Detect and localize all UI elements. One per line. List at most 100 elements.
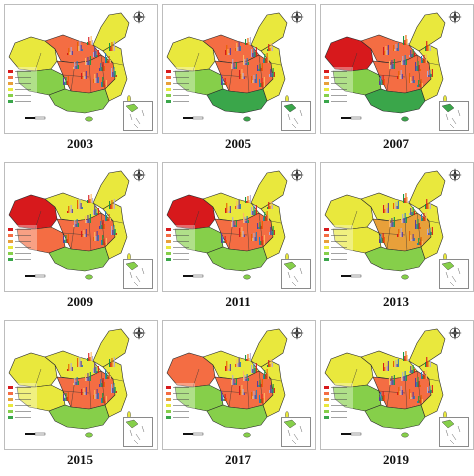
province-bar-chart (231, 217, 237, 227)
province-bar-chart (101, 393, 107, 403)
province-bar-chart (235, 200, 241, 209)
province-bar-chart (383, 45, 389, 55)
province-bar-chart (389, 217, 395, 227)
region-south (206, 246, 268, 272)
province-bar-chart (99, 220, 105, 229)
scale-bar (341, 274, 362, 278)
province-bar-chart (383, 361, 389, 371)
province-bar-chart (269, 68, 275, 77)
province-bar-chart (263, 211, 269, 221)
year-label: 2003 (67, 136, 93, 151)
province-bar-chart (257, 63, 263, 71)
china-map (165, 170, 289, 280)
china-map (165, 328, 289, 438)
province-bar-chart (251, 363, 257, 373)
province-bar-chart (379, 233, 385, 243)
province-bar-chart (397, 386, 403, 395)
north-arrow-icon (132, 168, 146, 182)
province-bar-chart (425, 199, 431, 209)
province-bar-chart (243, 371, 249, 381)
china-map (323, 170, 447, 280)
province-bar-chart (77, 199, 83, 209)
south-china-sea-inset (281, 259, 311, 289)
province-bar-chart (101, 77, 107, 87)
scale-bar (25, 274, 46, 278)
province-bar-chart (239, 69, 245, 79)
province-bar-chart (415, 219, 421, 229)
map-panel: 2011 (160, 160, 316, 318)
province-bar-chart (251, 74, 257, 83)
province-bar-chart (251, 390, 257, 399)
province-bar-chart (409, 73, 415, 83)
province-bar-chart (225, 45, 231, 55)
province-bar-chart (401, 213, 407, 223)
province-bar-chart (409, 365, 415, 373)
south-china-sea-inset (281, 417, 311, 447)
province-bar-chart (99, 62, 105, 71)
province-bar-chart (87, 36, 93, 45)
province-bar-chart (109, 357, 115, 367)
province-bar-chart (93, 363, 99, 373)
province-bar-chart (421, 212, 427, 221)
province-bar-chart (105, 53, 111, 63)
province-bar-chart (99, 378, 105, 387)
scale-bar (183, 274, 204, 278)
province-bar-chart (393, 359, 399, 367)
map-frame (320, 320, 474, 450)
province-bar-chart (417, 79, 423, 87)
year-label: 2013 (383, 294, 409, 309)
hainan-island (401, 116, 409, 122)
hainan-island (243, 274, 251, 280)
province-bar-chart (259, 393, 265, 403)
province-bar-chart (245, 37, 251, 45)
region-west (166, 194, 216, 230)
south-china-sea-inset (439, 101, 469, 131)
province-bar-chart (401, 55, 407, 65)
china-map (7, 12, 131, 122)
year-label: 2005 (225, 136, 251, 151)
province-bar-chart (427, 69, 433, 77)
region-south (48, 246, 110, 272)
province-bar-chart (111, 383, 117, 393)
province-bar-chart (81, 71, 87, 79)
map-frame (4, 320, 158, 450)
province-bar-chart (409, 389, 415, 399)
region-south (364, 88, 426, 114)
china-map (7, 328, 131, 438)
map-panel: 2017 (160, 318, 316, 476)
province-bar-chart (87, 194, 93, 203)
province-bar-chart (427, 227, 433, 235)
scale-bar (25, 432, 46, 436)
province-bar-chart (109, 199, 115, 209)
province-bar-chart (397, 70, 403, 79)
province-bar-chart (93, 73, 99, 83)
china-map (323, 12, 447, 122)
map-legend (323, 383, 353, 427)
province-bar-chart (67, 47, 73, 55)
province-bar-chart (73, 61, 79, 69)
year-label: 2007 (383, 136, 409, 151)
south-china-sea-inset (123, 259, 153, 289)
province-bar-chart (427, 385, 433, 393)
china-map (165, 12, 289, 122)
hainan-island (243, 432, 251, 438)
year-label: 2011 (225, 294, 251, 309)
map-legend (165, 225, 195, 269)
map-legend (7, 225, 37, 269)
hainan-island (401, 432, 409, 438)
province-bar-chart (109, 41, 115, 51)
province-bar-chart (409, 231, 415, 241)
hainan-island (401, 274, 409, 280)
province-bar-chart (245, 353, 251, 361)
province-bar-chart (415, 377, 421, 387)
province-bar-chart (417, 237, 423, 245)
map-panel: 2013 (318, 160, 474, 318)
province-bar-chart (401, 371, 407, 381)
province-bar-chart (409, 49, 415, 57)
map-panel: 2007 (318, 2, 474, 160)
scale-bar (183, 116, 204, 120)
province-bar-chart (251, 47, 257, 57)
province-bar-chart (403, 193, 409, 203)
scale-bar (341, 116, 362, 120)
north-arrow-icon (132, 10, 146, 24)
